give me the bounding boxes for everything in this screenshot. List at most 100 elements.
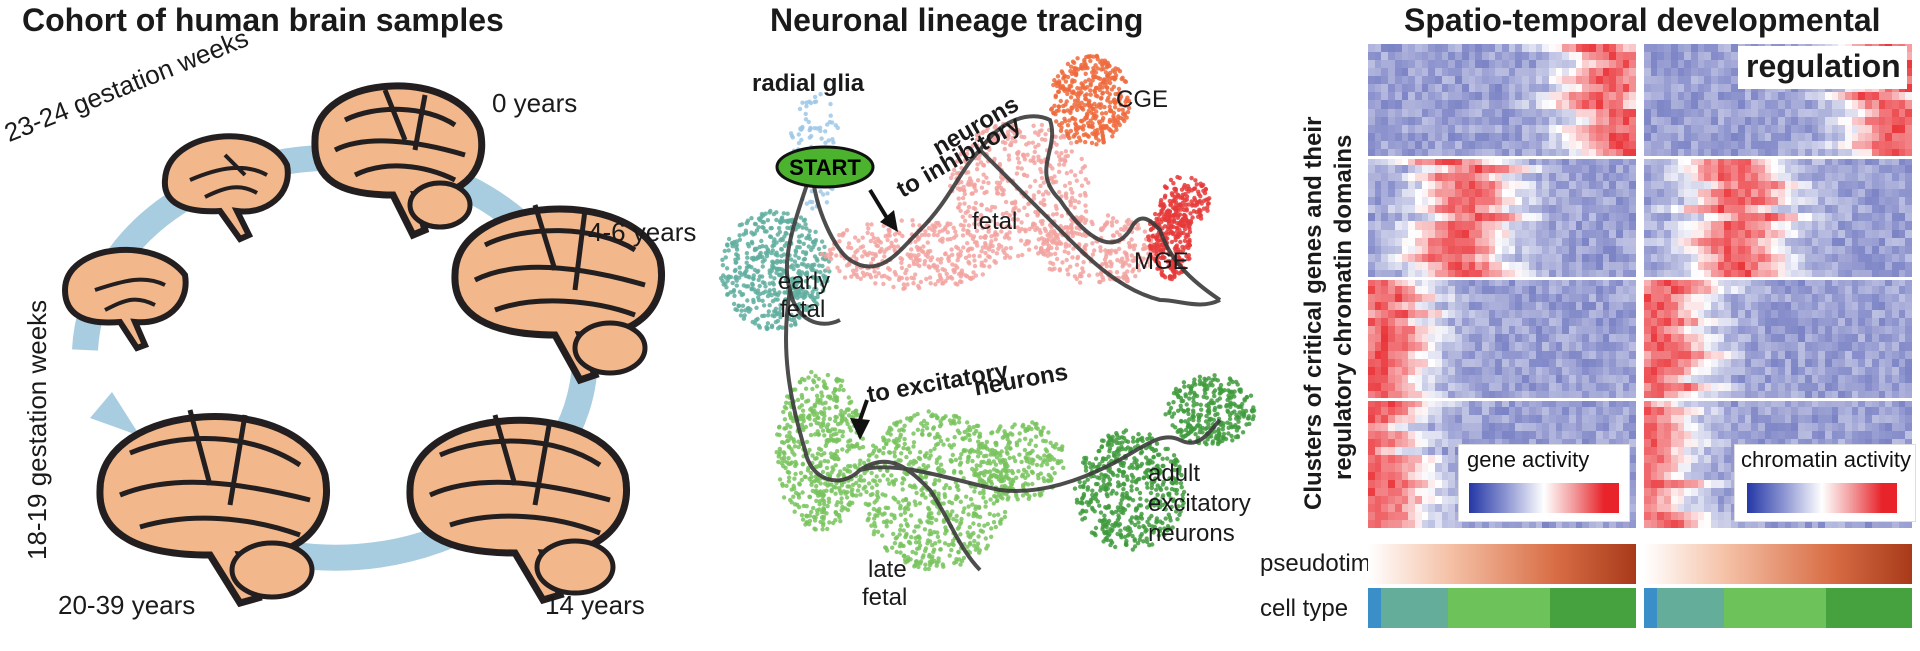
heatmap-cell: [1891, 245, 1900, 255]
heatmap-cell: [1435, 277, 1443, 287]
heatmap-cell: [1609, 197, 1617, 206]
heatmap-cell: [1851, 382, 1859, 392]
heatmap-cell: [1871, 205, 1880, 214]
heatmap-cell: [1845, 92, 1853, 102]
heatmap-cell: [1644, 294, 1652, 303]
heatmap-cell: [1724, 181, 1732, 190]
heatmap-cell: [1569, 261, 1577, 271]
heatmap-cell: [1778, 326, 1786, 335]
heatmap-cell: [1690, 358, 1699, 368]
heatmap-cell: [1589, 407, 1597, 416]
heatmap-cell: [1555, 334, 1563, 344]
heatmap-cell: [1508, 261, 1516, 271]
heatmap-cell: [1408, 318, 1416, 327]
heatmap-cell: [1664, 350, 1672, 360]
heatmap-cell: [1542, 431, 1550, 440]
heatmap-cell: [1664, 334, 1672, 344]
heatmap-cell: [1461, 253, 1470, 263]
heatmap-cell: [1461, 68, 1470, 77]
heatmap-cell: [1481, 286, 1490, 295]
heatmap-cell: [1448, 52, 1456, 61]
heatmap-cell: [1609, 68, 1617, 77]
heatmap-cell: [1401, 366, 1409, 376]
heatmap-cell: [1697, 382, 1705, 392]
heatmap-cell: [1408, 390, 1416, 400]
heatmap-cell: [1838, 116, 1846, 126]
heatmap-cell: [1784, 189, 1792, 198]
heatmap-cell: [1381, 92, 1389, 102]
heatmap-cell: [1644, 148, 1652, 158]
heatmap-cell: [1575, 108, 1583, 118]
heatmap-cell: [1401, 350, 1409, 360]
heatmap-cell: [1811, 334, 1819, 344]
heatmap-cell: [1629, 358, 1636, 368]
heatmap-cell: [1724, 60, 1732, 69]
heatmap-cell: [1838, 294, 1846, 303]
heatmap-cell: [1778, 189, 1786, 198]
heatmap-cell: [1368, 205, 1376, 214]
heatmap-cell: [1468, 148, 1476, 158]
heatmap-cell: [1602, 52, 1610, 61]
heatmap-cell: [1508, 439, 1516, 448]
heatmap-cell: [1435, 326, 1443, 335]
heatmap-cell: [1461, 318, 1470, 327]
heatmap-cell: [1408, 302, 1416, 311]
heatmap-cell: [1704, 100, 1712, 110]
heatmap-cell: [1778, 205, 1786, 214]
heatmap-cell: [1414, 415, 1423, 424]
heatmap-cell: [1697, 197, 1705, 206]
heatmap-cell: [1684, 124, 1692, 134]
heatmap-cell: [1448, 124, 1456, 134]
heatmap-cell: [1381, 423, 1389, 432]
heatmap-cell: [1891, 350, 1900, 360]
heatmap-cell: [1582, 519, 1590, 528]
heatmap-cell: [1468, 398, 1476, 408]
heatmap-cell: [1388, 310, 1396, 319]
heatmap-cell: [1575, 245, 1583, 255]
heatmap-cell: [1548, 374, 1557, 384]
heatmap-cell: [1697, 374, 1705, 384]
heatmap-cell: [1602, 310, 1610, 319]
heatmap-cell: [1548, 245, 1557, 255]
heatmap-cell: [1824, 92, 1833, 102]
heatmap-cell: [1542, 374, 1550, 384]
heatmap-cell: [1381, 181, 1389, 190]
heatmap-cell: [1684, 229, 1692, 239]
heatmap-cell: [1381, 455, 1389, 465]
heatmap-cell: [1515, 269, 1523, 279]
heatmap-cell: [1737, 294, 1746, 303]
heatmap-cell: [1468, 269, 1476, 279]
heatmap-cell: [1622, 229, 1630, 239]
heatmap-cell: [1555, 302, 1563, 311]
heatmap-cell: [1818, 148, 1826, 158]
heatmap-cell: [1495, 519, 1503, 528]
heatmap-cell: [1657, 439, 1665, 448]
heatmap-cell: [1757, 197, 1766, 206]
heatmap-cell: [1871, 140, 1880, 150]
heatmap-cell: [1711, 124, 1719, 134]
heatmap-cell: [1555, 423, 1563, 432]
heatmap-cell: [1535, 358, 1543, 368]
heatmap-cell: [1664, 165, 1672, 174]
heatmap-cell: [1744, 108, 1752, 118]
heatmap-cell: [1791, 221, 1799, 231]
heatmap-cell: [1717, 100, 1725, 110]
heatmap-cell: [1771, 205, 1779, 214]
heatmap-cell: [1629, 197, 1636, 206]
heatmap-cell: [1481, 44, 1490, 53]
heatmap-cell: [1737, 261, 1746, 271]
heatmap-cell: [1441, 140, 1449, 150]
heatmap-cell: [1528, 165, 1537, 174]
heatmap-cell: [1771, 221, 1779, 231]
heatmap-cell: [1798, 132, 1806, 142]
heatmap-cell: [1602, 439, 1610, 448]
heatmap-cell: [1697, 334, 1705, 344]
heatmap-cell: [1704, 132, 1712, 142]
heatmap-cell: [1381, 503, 1389, 513]
heatmap-cell: [1757, 415, 1766, 424]
heatmap-cell: [1374, 439, 1382, 448]
heatmap-cell: [1381, 415, 1389, 424]
heatmap-cell: [1508, 398, 1516, 408]
heatmap-cell: [1481, 221, 1490, 231]
heatmap-cell: [1664, 229, 1672, 239]
